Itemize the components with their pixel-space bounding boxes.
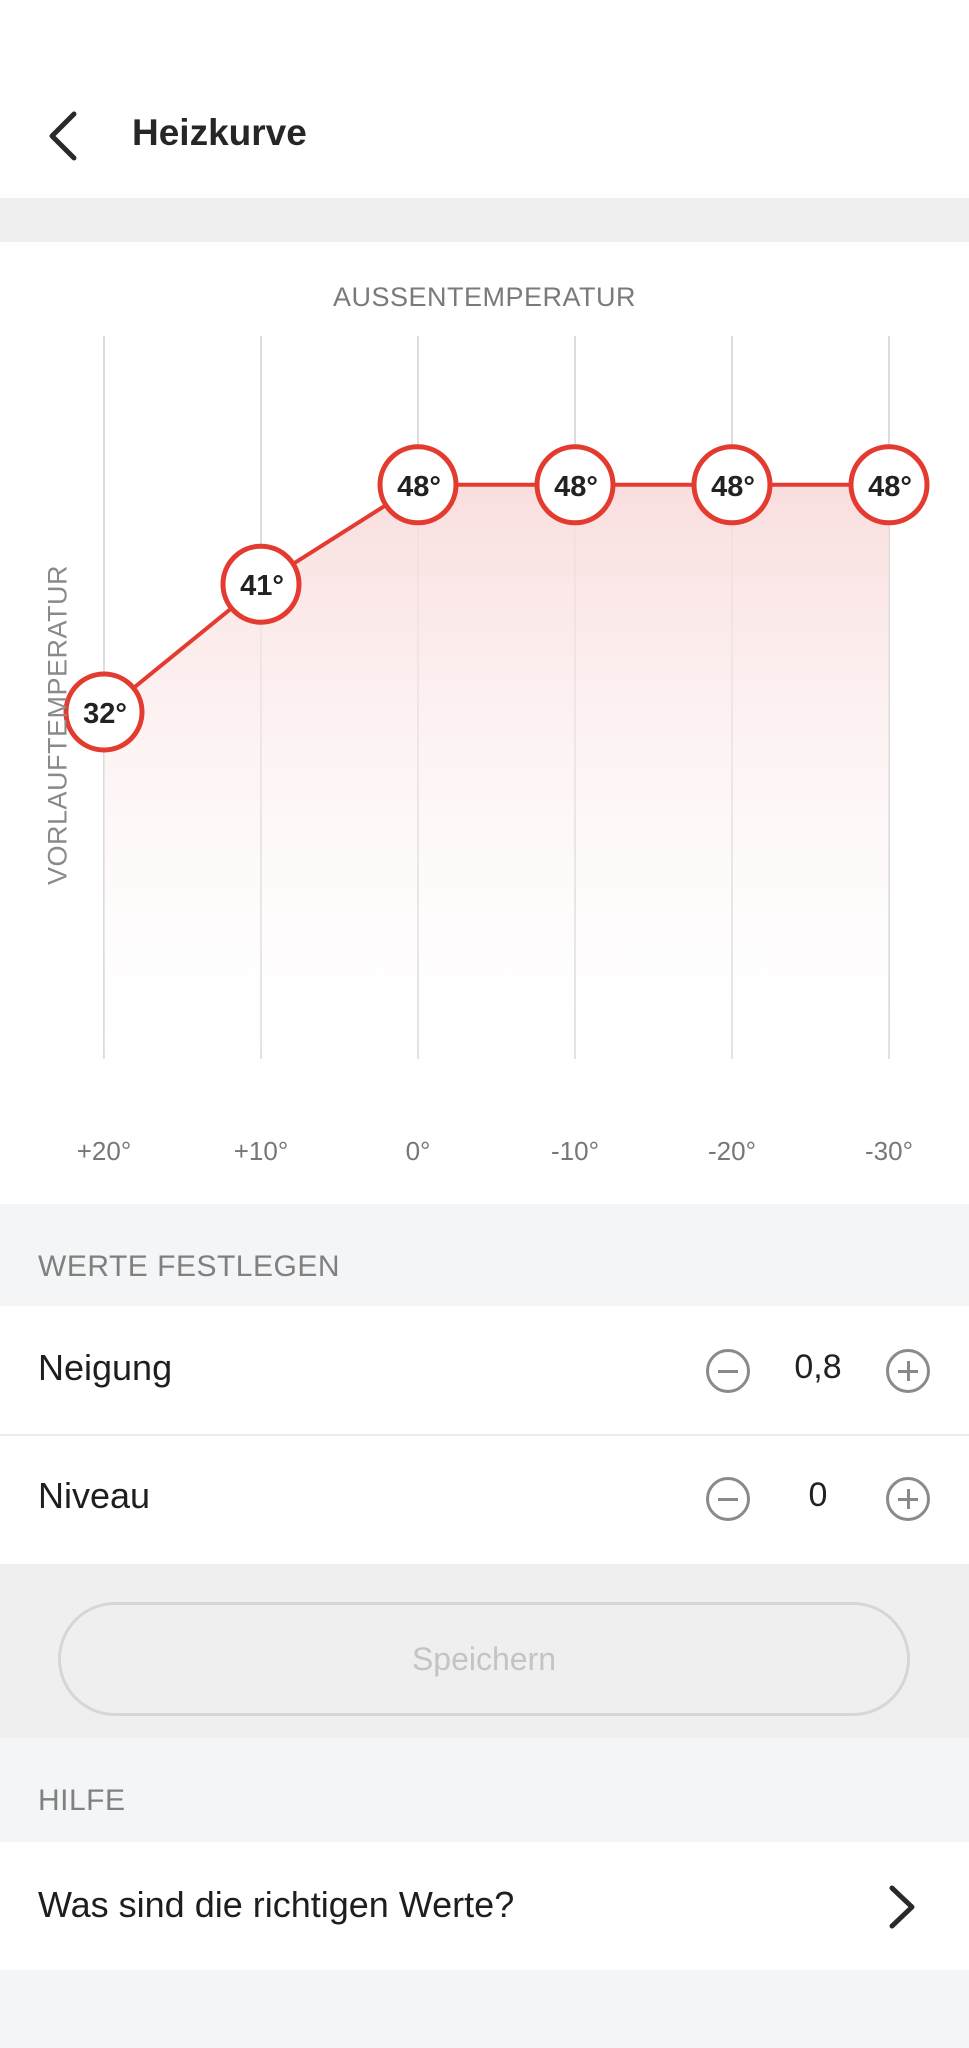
chevron-right-icon xyxy=(889,1885,915,1929)
data-label: 48° xyxy=(554,471,598,503)
row-label: Neigung xyxy=(38,1347,173,1388)
niveau-decrement-button[interactable] xyxy=(706,1477,750,1521)
row-divider xyxy=(0,1434,969,1436)
data-point[interactable] xyxy=(377,444,459,526)
data-label: 48° xyxy=(711,471,755,503)
curve-area xyxy=(104,484,889,1059)
neigung-increment-button[interactable] xyxy=(886,1349,930,1393)
niveau-increment-button[interactable] xyxy=(886,1477,930,1521)
row-label: Niveau xyxy=(38,1475,151,1516)
neigung-value: 0,8 xyxy=(794,1348,842,1386)
niveau-value: 0 xyxy=(808,1476,828,1514)
x-tick-label: -10° xyxy=(551,1136,599,1166)
bottom-band xyxy=(0,1970,969,2048)
x-tick-label: 0° xyxy=(406,1136,431,1166)
x-tick-label: -20° xyxy=(708,1136,756,1166)
chevron-left-icon xyxy=(49,111,77,161)
niveau-row: Niveau 0 xyxy=(0,1436,969,1564)
help-link-row[interactable]: Was sind die richtigen Werte? xyxy=(0,1842,969,1970)
chart-svg: 32° 41° 48° 48° 48° 48° +20° +10° 0° -10° -20° -30… xyxy=(63,336,930,1166)
section-title: HILFE xyxy=(38,1784,126,1817)
data-point[interactable] xyxy=(691,444,773,526)
section-title: WERTE FESTLEGEN xyxy=(38,1250,340,1283)
x-tick-label: +20° xyxy=(77,1136,132,1166)
header-separator xyxy=(0,198,969,242)
data-label: 32° xyxy=(83,698,127,730)
help-link-label: Was sind die richtigen Werte? xyxy=(38,1884,515,1925)
data-label: 48° xyxy=(397,471,441,503)
x-tick-label: -30° xyxy=(865,1136,913,1166)
save-button[interactable]: Speichern xyxy=(58,1602,910,1716)
x-axis-label: AUSSENTEMPERATUR xyxy=(332,282,637,312)
y-axis-label: VORLAUFTEMPERATUR xyxy=(42,564,73,886)
data-point[interactable] xyxy=(848,444,930,526)
data-point[interactable] xyxy=(534,444,616,526)
neigung-decrement-button[interactable] xyxy=(706,1349,750,1393)
section-values-header: WERTE FESTLEGEN xyxy=(0,1204,969,1306)
page-title: Heizkurve xyxy=(132,112,307,153)
app-header: Heizkurve xyxy=(0,0,969,198)
section-help-header: HILFE xyxy=(0,1738,969,1842)
data-point[interactable] xyxy=(220,543,302,625)
data-point[interactable] xyxy=(63,671,145,753)
x-tick-label: +10° xyxy=(234,1136,289,1166)
data-label: 48° xyxy=(868,471,912,503)
heating-curve-chart: 32° 41° 48° 48° 48° 48° +20° +10° 0° -10° -20° -30… xyxy=(0,242,969,1204)
data-label: 41° xyxy=(240,570,284,602)
back-button[interactable] xyxy=(38,96,98,176)
neigung-row: Neigung 0,8 xyxy=(0,1306,969,1434)
